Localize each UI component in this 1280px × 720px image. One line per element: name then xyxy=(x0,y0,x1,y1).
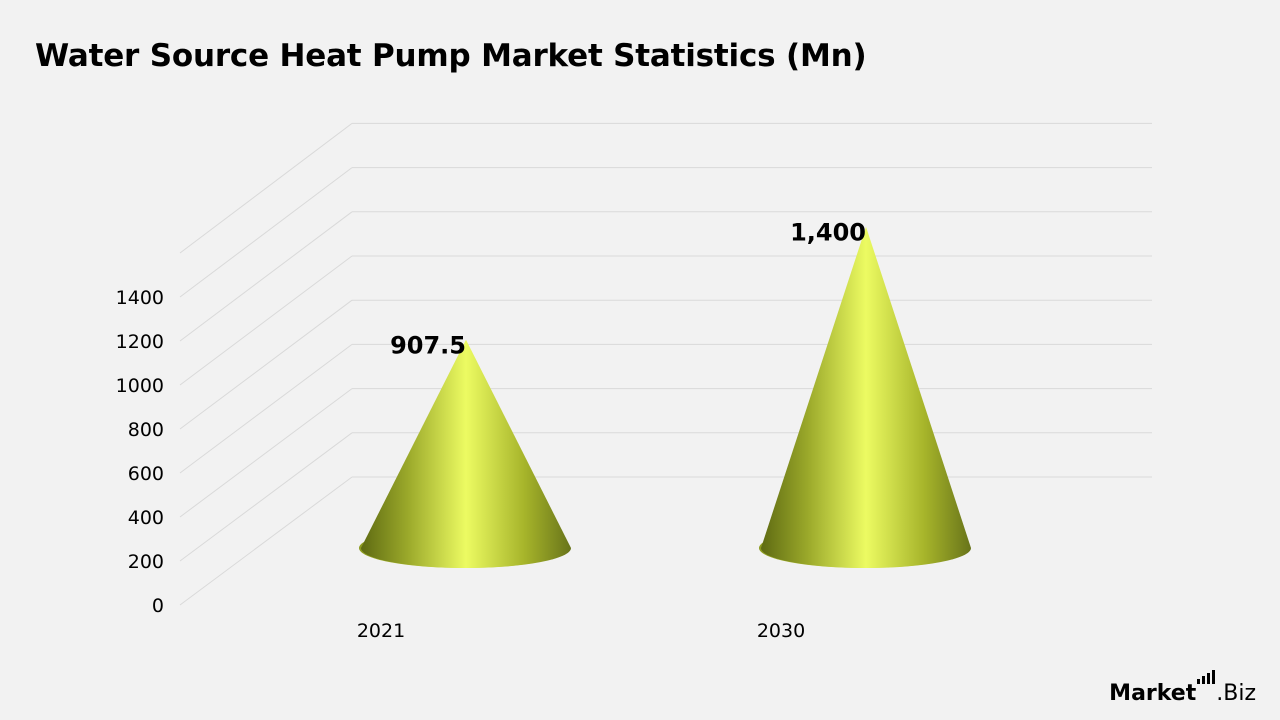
grid-diagonal xyxy=(179,432,353,562)
logo-bars-icon xyxy=(1197,670,1216,684)
grid-diagonal xyxy=(179,211,353,342)
cone-body xyxy=(361,339,571,568)
grid-diagonal xyxy=(179,388,353,518)
grid-diagonal xyxy=(179,123,353,254)
y-tick-label: 1200 xyxy=(116,331,164,353)
cone-bar xyxy=(359,339,571,568)
y-tick-label: 1400 xyxy=(116,287,164,309)
data-label: 907.5 xyxy=(390,332,466,360)
grid-diagonal xyxy=(179,255,353,386)
marketbiz-logo: Market .Biz xyxy=(1109,670,1256,706)
data-label: 1,400 xyxy=(790,219,866,247)
grid-diagonal xyxy=(179,343,353,474)
y-tick-label: 800 xyxy=(128,419,164,441)
y-tick-label: 1000 xyxy=(116,375,164,397)
grid-diagonal xyxy=(179,167,353,298)
x-tick-label: 2021 xyxy=(357,620,405,642)
y-tick-label: 400 xyxy=(128,507,164,529)
x-tick-label: 2030 xyxy=(757,620,805,642)
logo-text-rest: .Biz xyxy=(1216,681,1256,706)
chart-title: Water Source Heat Pump Market Statistics… xyxy=(35,38,867,74)
logo-text-bold: Market xyxy=(1109,681,1197,706)
y-tick-label: 200 xyxy=(128,551,164,573)
y-tick-label: 600 xyxy=(128,463,164,485)
grid-diagonal xyxy=(179,476,353,606)
grid-diagonal xyxy=(179,299,353,430)
y-tick-label: 0 xyxy=(152,595,164,617)
cone-bar xyxy=(759,226,971,568)
cone-body xyxy=(761,226,971,568)
